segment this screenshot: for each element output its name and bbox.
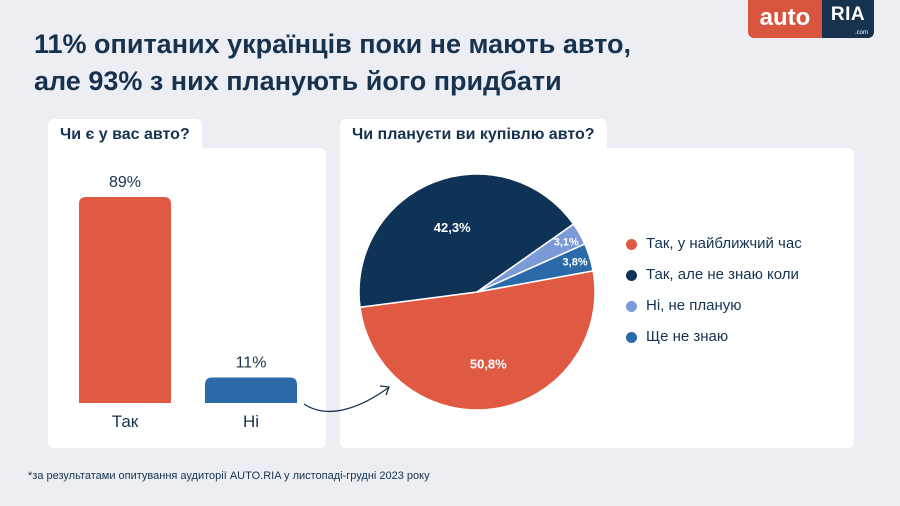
bar-category-label: Так [112,412,139,431]
bar-chart-title: Чи є у вас авто? [48,119,202,149]
title-line-1: 11% опитаних українців поки не мають авт… [34,29,631,59]
bar-chart: 89% Так 11% Ні [79,174,297,431]
legend-dot-icon [626,332,637,343]
bar-value-label: 11% [236,355,267,372]
logo-com-text: .com [854,30,868,36]
logo-ria-block: RIA .com [822,0,874,38]
logo-ria-text: RIA [830,4,866,25]
legend-item: Ні, не планую [626,296,802,327]
bar-value-label: 89% [109,174,141,191]
legend-dot-icon [626,270,637,281]
pie-slice-label: 42,3% [434,220,471,235]
legend-label: Так, але не знаю коли [646,266,799,283]
bar-category-label: Ні [243,412,259,431]
legend-dot-icon [626,301,637,312]
pie-chart: 50,8% 42,3% 3,1% 3,8% [358,173,596,411]
pie-slice [476,243,594,293]
legend-item: Так, у найближчий час [626,234,802,265]
legend-item: Так, але не знаю коли [626,265,802,296]
bar-yes [79,197,171,403]
pie-slice-label: 50,8% [470,356,507,371]
page-title: 11% опитаних українців поки не мають авт… [34,26,734,100]
legend-label: Так, у найближчий час [646,235,802,252]
pie-slice [359,270,596,411]
pie-slice-label: 3,1% [554,236,579,248]
logo-auto-text: auto [748,0,822,38]
autoria-logo[interactable]: auto RIA .com [748,0,874,38]
title-line-2: але 93% з них планують його придбати [34,66,562,96]
legend-dot-icon [626,239,637,250]
pie-slice [358,173,575,309]
legend-label: Ще не знаю [646,328,729,345]
pie-chart-title: Чи плануєти ви купівлю авто? [340,119,607,149]
legend-label: Ні, не планую [646,297,742,314]
pie-legend: Так, у найближчий час Так, але не знаю ко… [626,234,802,358]
legend-item: Ще не знаю [626,327,802,358]
connector-arrow-icon [303,385,390,413]
footnote: *за результатами опитування аудиторії AU… [28,470,430,482]
bar-no [205,377,297,403]
pie-slice-label: 3,8% [563,257,588,269]
